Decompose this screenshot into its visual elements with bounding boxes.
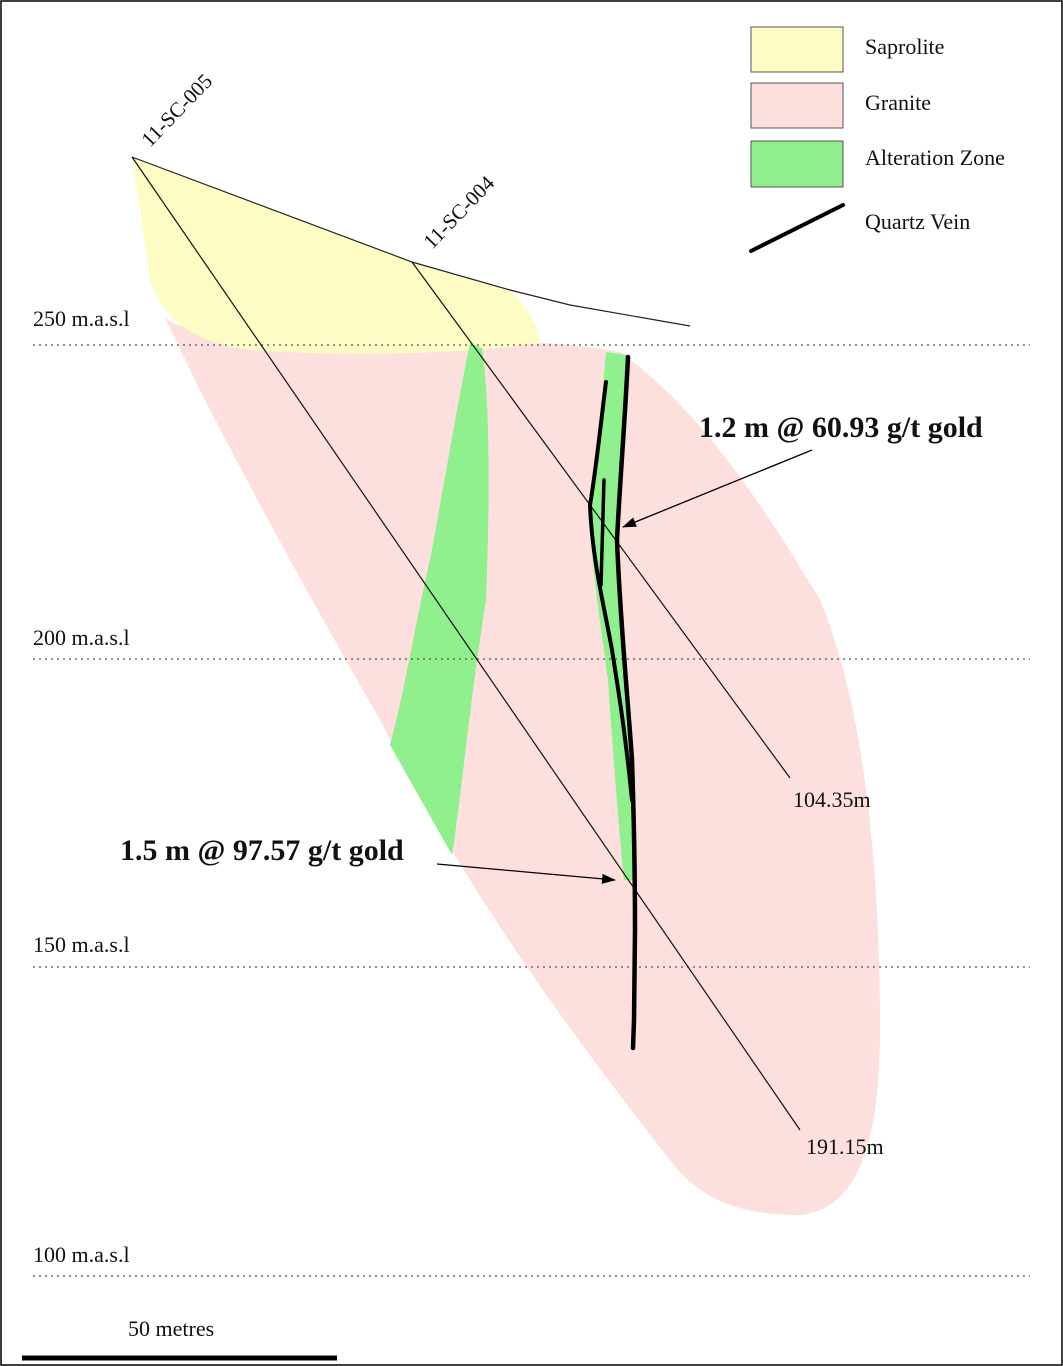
legend: Saprolite Granite Alteration Zone Quartz… [749, 26, 1005, 253]
legend-label-granite: Granite [865, 90, 931, 115]
drillhole-trace-11-SC-005 [131, 156, 801, 1131]
intercept-label-11-SC-004: 1.2 m @ 60.93 g/t gold [699, 411, 983, 444]
topographic-surface [131, 156, 691, 327]
legend-swatch-quartz-vein [749, 203, 845, 253]
quartz-vein-splay [588, 380, 634, 802]
legend-swatch-saprolite [750, 26, 844, 73]
legend-swatch-granite [750, 82, 844, 129]
intercept-arrow-11-SC-004 [622, 449, 813, 528]
quartz-vein-main [614, 354, 638, 1051]
elevation-label-250: 250 m.a.s.l [33, 306, 130, 331]
end-depth-11-SC-005: 191.15m [806, 1134, 884, 1159]
end-depth-11-SC-004: 104.35m [793, 787, 871, 812]
legend-label-quartz-vein: Quartz Vein [865, 209, 970, 234]
alteration-zone-west [390, 343, 489, 855]
legend-label-alteration: Alteration Zone [865, 145, 1005, 170]
legend-label-saprolite: Saprolite [865, 34, 944, 59]
elevation-label-200: 200 m.a.s.l [33, 625, 130, 650]
alteration-zone-vein [590, 352, 635, 880]
legend-swatch-alteration [750, 140, 844, 188]
drillhole-label-11-SC-005: 11-SC-005 [136, 69, 217, 151]
intercept-label-11-SC-005: 1.5 m @ 97.57 g/t gold [120, 834, 404, 867]
quartz-vein-stringer [599, 478, 606, 587]
intercept-arrow-11-SC-005 [436, 863, 616, 884]
granite-body [165, 318, 880, 1215]
drillhole-label-11-SC-004: 11-SC-004 [418, 171, 499, 254]
scale-bar-label: 50 metres [128, 1316, 214, 1341]
elevation-label-150: 150 m.a.s.l [33, 932, 130, 957]
elevation-label-100: 100 m.a.s.l [33, 1242, 130, 1267]
drillhole-trace-11-SC-004 [411, 261, 791, 779]
